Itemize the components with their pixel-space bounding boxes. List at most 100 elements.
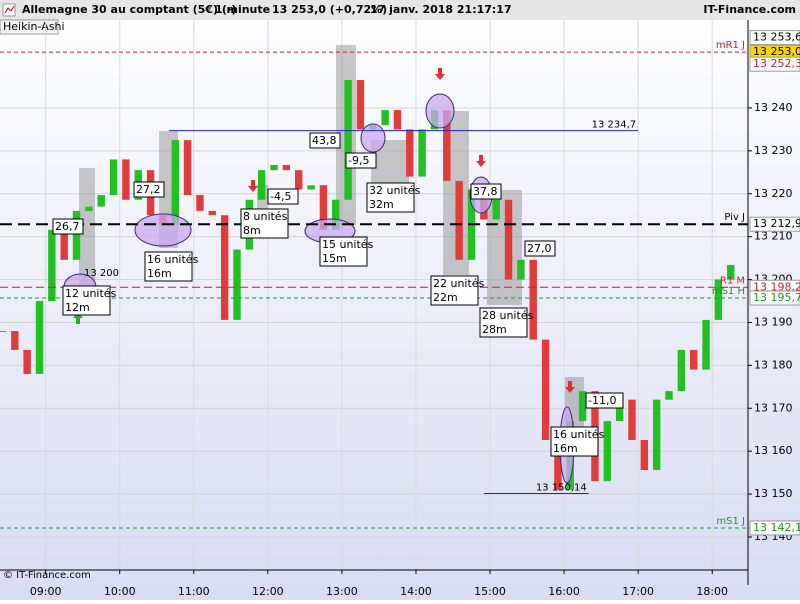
candle: [282, 165, 291, 171]
annotation-text: -9,5: [348, 154, 369, 167]
candle: [307, 185, 315, 190]
candle: [615, 399, 624, 422]
candle: [517, 259, 525, 280]
candle: [492, 199, 500, 220]
icon-line: [4, 5, 15, 14]
candle: [418, 129, 426, 177]
annotation-text: 28m: [482, 323, 507, 336]
candle: [208, 210, 217, 216]
x-tick-label: 13:00: [326, 585, 358, 598]
annotation-text: 15m: [322, 252, 347, 265]
marker-ellipse: [360, 123, 386, 153]
y-tick-label: 13 220: [754, 187, 793, 200]
level-label: mS1 J: [716, 516, 745, 527]
sell-arrow: [565, 381, 575, 393]
candle: [628, 399, 636, 441]
x-tick-label: 10:00: [104, 585, 136, 598]
candle: [319, 185, 328, 230]
site: IT-Finance.com: [703, 3, 796, 16]
type-box: [0, 19, 59, 35]
annotation-box: [133, 181, 165, 198]
candle: [122, 159, 130, 200]
candle: [183, 140, 192, 196]
candle: [295, 170, 303, 190]
candle: [702, 319, 710, 370]
candle: [171, 140, 179, 226]
candle: [48, 229, 56, 302]
annotation-text: 32m: [369, 198, 394, 211]
price-box-label: 13 142,1: [753, 521, 800, 534]
x-tick-label: 18:00: [696, 585, 728, 598]
annotation-text: 12 unités: [65, 287, 117, 300]
annotation-box: [524, 240, 556, 257]
y-tick-label: 13 160: [754, 444, 793, 457]
y-tick-label: 13 210: [754, 230, 793, 243]
annotation-text: 15 unités: [322, 238, 374, 251]
annotation-text: 28 unités: [482, 309, 534, 322]
interval: 1 minute: [215, 3, 270, 16]
y-tick-label: 13 170: [754, 401, 793, 414]
candle: [97, 195, 105, 207]
annotation-box: [550, 426, 599, 457]
annotation-text: -4,5: [270, 190, 291, 203]
annotation-box: [470, 183, 502, 200]
price: 13 253,0 (+0,72%): [272, 3, 387, 16]
price-box: [749, 290, 800, 306]
header-bar: [0, 0, 800, 20]
candle: [665, 391, 673, 400]
footer: © IT-Finance.com: [3, 570, 91, 581]
datetime: 17 janv. 2018 21:17:17: [370, 3, 512, 16]
candle: [443, 110, 451, 181]
level-label: R1 M: [720, 275, 745, 286]
x-tick-label: 12:00: [252, 585, 284, 598]
zone: [257, 185, 268, 222]
candle: [554, 440, 562, 490]
candle: [196, 195, 204, 211]
y-tick-label: 13 190: [754, 315, 793, 328]
annotation-text: 12m: [65, 301, 90, 314]
marker-ellipse: [134, 213, 192, 247]
candle: [35, 301, 44, 374]
candle: [233, 249, 241, 320]
price-box: [749, 216, 800, 232]
candle: [381, 110, 389, 126]
candle: [0, 331, 7, 333]
candle: [332, 199, 340, 230]
annotation-box: [267, 188, 299, 205]
annotation-box: [319, 236, 368, 267]
candle: [727, 264, 735, 280]
candle: [85, 206, 93, 211]
candle: [504, 199, 513, 280]
candle: [344, 80, 352, 200]
trendline-label: 13 150,14: [536, 482, 587, 493]
price-box-label: 13 253,6: [753, 31, 800, 44]
annotation-text: 16m: [147, 267, 172, 280]
level-label: Piv J: [724, 212, 745, 223]
candle: [23, 349, 31, 374]
price-box-label: 13 195,7: [753, 291, 800, 304]
zone: [79, 168, 95, 287]
x-tick-label: 11:00: [178, 585, 210, 598]
annotation-text: 27,2: [136, 183, 161, 196]
annotation-text: -11,0: [588, 394, 616, 407]
price-box: [749, 30, 800, 46]
candle: [640, 440, 649, 471]
annotation-text: 27,0: [527, 242, 552, 255]
price-box: [749, 520, 800, 536]
sell-arrow: [435, 68, 445, 80]
annotation-text: 16m: [553, 442, 578, 455]
header: Allemagne 30 au comptant (5€) (-) 1 minu…: [2, 3, 796, 17]
candle: [270, 165, 278, 171]
annotation-box: [430, 275, 479, 306]
price-box-label: 13 212,9: [753, 217, 800, 230]
marker-ellipse: [425, 93, 455, 129]
trendline-label: 13 234,7: [592, 120, 637, 131]
candle: [652, 399, 661, 471]
candle: [60, 229, 68, 260]
annotation-text: 43,8: [312, 134, 337, 147]
price-box-label: 13 252,3: [753, 57, 800, 70]
y-tick-label: 13 150: [754, 487, 793, 500]
y-tick-label: 13 230: [754, 144, 793, 157]
